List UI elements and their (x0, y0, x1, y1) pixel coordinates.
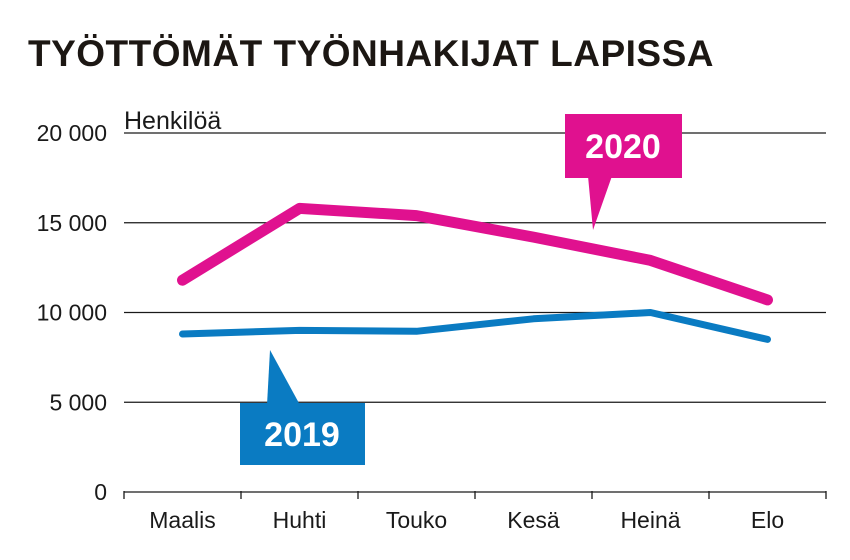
chart-title: TYÖTTÖMÄT TYÖNHAKIJAT LAPISSA (28, 33, 714, 74)
series-lines (177, 202, 773, 343)
y-tick-label: 10 000 (37, 300, 107, 326)
callout-box-2020 (565, 114, 682, 178)
series-line-2019 (179, 309, 771, 343)
x-tick-label: Elo (751, 507, 784, 533)
x-tick-label: Kesä (507, 507, 560, 533)
series-callouts: 2020 2019 (240, 114, 682, 465)
callout-box-2019 (240, 403, 365, 465)
y-tick-label: 15 000 (37, 210, 107, 236)
y-tick-label: 20 000 (37, 120, 107, 146)
series-label-2020: 2020 (585, 128, 661, 166)
x-tick-label: Touko (386, 507, 447, 533)
series-line-2020 (177, 202, 773, 306)
y-axis-unit-label: Henkilöä (124, 107, 221, 135)
x-tick-label: Huhti (273, 507, 327, 533)
x-axis: Maalis Huhti Touko Kesä Heinä Elo (123, 491, 827, 533)
x-tick-label: Maalis (149, 507, 215, 533)
callout-pointer-2020 (588, 176, 612, 230)
y-axis-ticks: 0 5 000 10 000 15 000 20 000 (37, 120, 107, 505)
y-tick-label: 5 000 (49, 389, 107, 415)
callout-pointer-2019 (267, 350, 300, 405)
grid-lines (124, 132, 826, 403)
series-label-2019: 2019 (264, 416, 340, 454)
y-tick-label: 0 (94, 479, 107, 505)
x-tick-label: Heinä (620, 507, 680, 533)
